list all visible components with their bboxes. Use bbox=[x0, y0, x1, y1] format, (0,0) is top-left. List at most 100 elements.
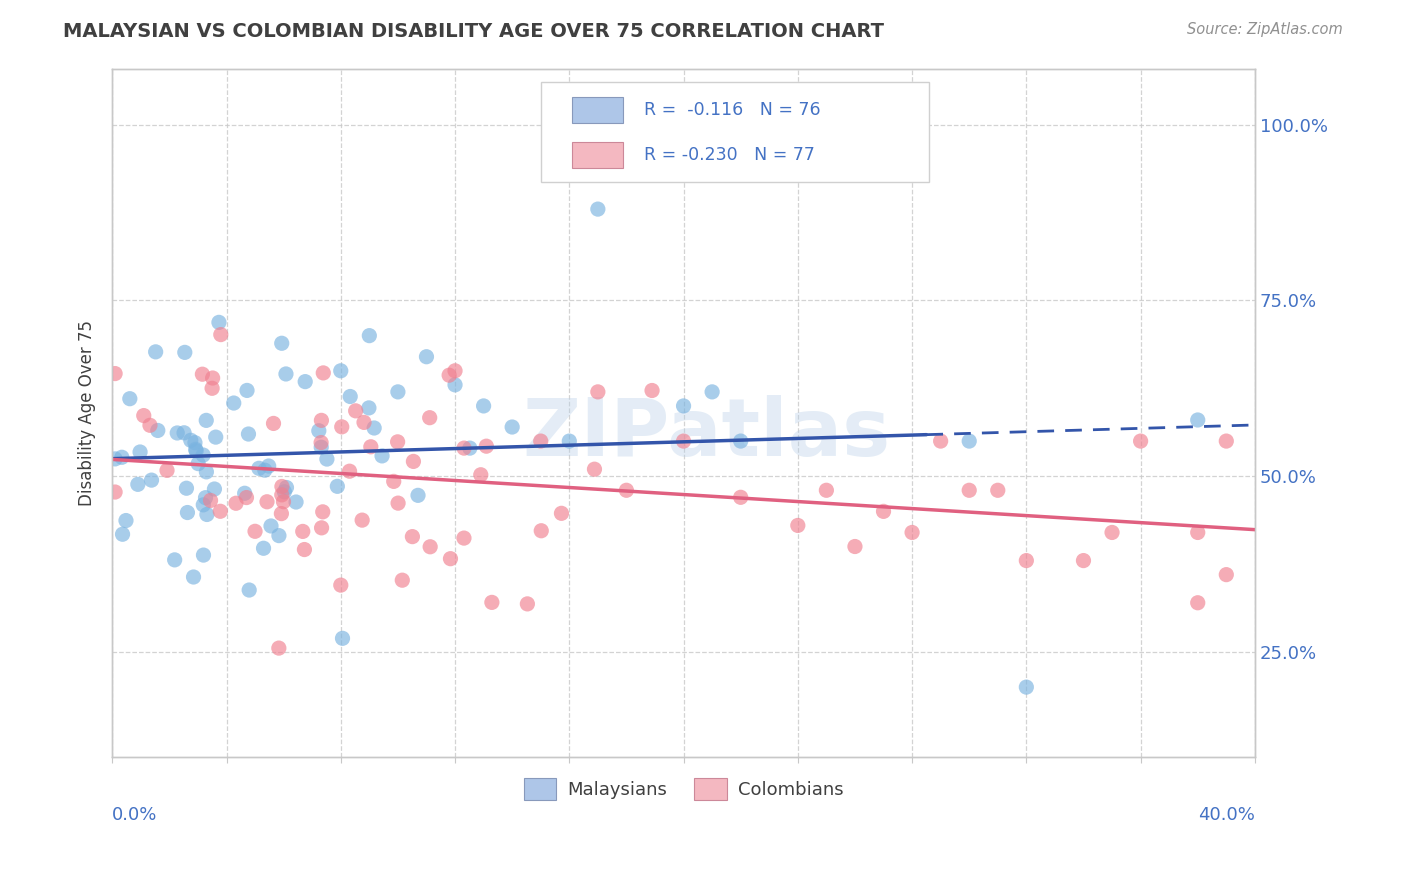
Point bbox=[357, 401, 380, 415]
Point bbox=[402, 454, 425, 468]
Legend: Malaysians, Colombians: Malaysians, Colombians bbox=[517, 771, 851, 807]
Point bbox=[391, 573, 413, 587]
Point bbox=[530, 524, 553, 538]
Point bbox=[201, 381, 224, 395]
Point bbox=[332, 632, 354, 646]
Point bbox=[267, 528, 290, 542]
Point bbox=[111, 527, 134, 541]
Point bbox=[236, 384, 259, 398]
Point bbox=[253, 463, 276, 477]
Point bbox=[309, 440, 332, 454]
Point bbox=[115, 514, 138, 528]
Point bbox=[104, 367, 127, 381]
Point bbox=[193, 498, 215, 512]
Point bbox=[401, 530, 423, 544]
Point bbox=[156, 463, 179, 477]
Point bbox=[183, 570, 205, 584]
Point bbox=[339, 390, 361, 404]
Point bbox=[129, 445, 152, 459]
Point bbox=[439, 551, 461, 566]
Point bbox=[191, 368, 214, 382]
Point bbox=[475, 439, 498, 453]
Point bbox=[311, 521, 333, 535]
Point bbox=[444, 364, 467, 378]
Point bbox=[326, 479, 349, 493]
Text: 0.0%: 0.0% bbox=[112, 805, 157, 823]
Point bbox=[233, 486, 256, 500]
Point bbox=[453, 441, 475, 455]
Point bbox=[267, 641, 290, 656]
Point bbox=[193, 548, 215, 562]
Point bbox=[415, 350, 437, 364]
Point bbox=[127, 477, 149, 491]
FancyBboxPatch shape bbox=[572, 97, 623, 123]
Point bbox=[458, 441, 481, 455]
Point bbox=[616, 483, 638, 498]
Point bbox=[186, 444, 208, 458]
Point bbox=[730, 491, 752, 505]
Point bbox=[1015, 680, 1038, 694]
Point bbox=[176, 481, 198, 495]
Point bbox=[330, 420, 353, 434]
Point bbox=[957, 434, 980, 448]
Point bbox=[387, 496, 409, 510]
Point bbox=[437, 368, 460, 383]
Point bbox=[294, 542, 316, 557]
Point bbox=[238, 582, 260, 597]
Point bbox=[222, 396, 245, 410]
Point bbox=[201, 371, 224, 385]
Point bbox=[195, 465, 218, 479]
Point bbox=[291, 524, 314, 539]
Point bbox=[586, 384, 609, 399]
Point bbox=[329, 578, 352, 592]
Point bbox=[225, 496, 247, 510]
Point bbox=[285, 495, 308, 509]
Point bbox=[311, 413, 333, 427]
Point bbox=[730, 434, 752, 448]
Point bbox=[184, 442, 207, 457]
Point bbox=[270, 336, 292, 351]
Point bbox=[387, 434, 409, 449]
Point bbox=[194, 491, 217, 505]
Point bbox=[516, 597, 538, 611]
Point bbox=[180, 434, 202, 448]
Point bbox=[957, 483, 980, 498]
Point bbox=[1101, 525, 1123, 540]
Point bbox=[132, 409, 155, 423]
Point bbox=[173, 425, 195, 440]
Point bbox=[238, 427, 260, 442]
Point bbox=[444, 377, 467, 392]
Point bbox=[329, 364, 352, 378]
Point bbox=[363, 421, 385, 435]
Point bbox=[1215, 434, 1237, 448]
Point bbox=[987, 483, 1010, 498]
Point bbox=[118, 392, 141, 406]
Point bbox=[208, 315, 231, 329]
Point bbox=[243, 524, 266, 539]
Text: MALAYSIAN VS COLOMBIAN DISABILITY AGE OVER 75 CORRELATION CHART: MALAYSIAN VS COLOMBIAN DISABILITY AGE OV… bbox=[63, 22, 884, 41]
Point bbox=[353, 416, 375, 430]
Point bbox=[1215, 567, 1237, 582]
Point bbox=[344, 404, 367, 418]
Point bbox=[139, 418, 162, 433]
Point bbox=[583, 462, 606, 476]
Point bbox=[786, 518, 808, 533]
Point bbox=[641, 384, 664, 398]
Point bbox=[193, 448, 215, 462]
Point bbox=[558, 434, 581, 448]
Point bbox=[270, 507, 292, 521]
Point bbox=[419, 410, 441, 425]
Point bbox=[844, 540, 866, 554]
Point bbox=[271, 479, 294, 493]
Point bbox=[472, 399, 495, 413]
Point bbox=[163, 553, 186, 567]
Point bbox=[371, 449, 394, 463]
Point bbox=[187, 457, 209, 471]
Point bbox=[146, 424, 169, 438]
Point bbox=[501, 420, 523, 434]
Point bbox=[1187, 413, 1209, 427]
Point bbox=[672, 434, 695, 448]
Point bbox=[1187, 596, 1209, 610]
Point bbox=[312, 505, 335, 519]
Point bbox=[387, 384, 409, 399]
